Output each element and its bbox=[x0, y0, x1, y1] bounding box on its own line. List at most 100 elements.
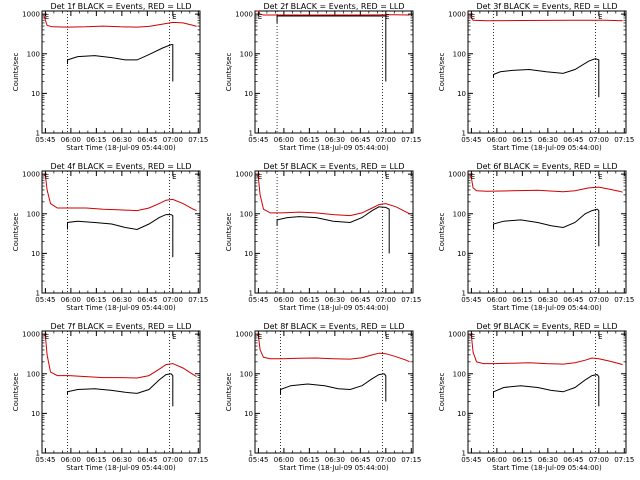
x-tick-label: 07:00 bbox=[376, 296, 396, 304]
chart-title: Det 8f BLACK = Events, RED = LLD bbox=[263, 322, 404, 331]
x-tick-label: 07:00 bbox=[589, 136, 609, 144]
x-tick-label: 07:00 bbox=[589, 296, 609, 304]
x-axis-label: Start Time (18-Jul-09 05:44:00) bbox=[492, 464, 602, 472]
x-axis-label: Start Time (18-Jul-09 05:44:00) bbox=[66, 304, 176, 312]
e-marker: E bbox=[598, 13, 602, 21]
x-tick-label: 06:30 bbox=[538, 456, 558, 464]
y-tick-label: 1000 bbox=[22, 11, 40, 19]
x-tick-label: 07:00 bbox=[376, 136, 396, 144]
x-axis-label: Start Time (18-Jul-09 05:44:00) bbox=[279, 304, 389, 312]
plot-frame bbox=[41, 330, 201, 454]
events-series-line bbox=[493, 208, 600, 247]
e-marker: E bbox=[471, 13, 475, 21]
y-tick-label: 1000 bbox=[235, 331, 253, 339]
x-axis-label: Start Time (18-Jul-09 05:44:00) bbox=[492, 304, 602, 312]
x-tick-label: 06:15 bbox=[299, 136, 319, 144]
events-series-line bbox=[67, 44, 174, 82]
e-marker: E bbox=[172, 173, 176, 181]
x-tick-label: 07:00 bbox=[376, 456, 396, 464]
x-tick-label: 06:00 bbox=[274, 456, 294, 464]
x-tick-label: 07:00 bbox=[163, 456, 183, 464]
y-tick-label: 100 bbox=[27, 210, 40, 218]
plot-frame bbox=[467, 330, 627, 454]
x-tick-label: 06:30 bbox=[112, 456, 132, 464]
x-tick-label: 05:45 bbox=[35, 136, 55, 144]
chart-title: Det 5f BLACK = Events, RED = LLD bbox=[263, 162, 404, 171]
y-tick-label: 1 bbox=[36, 130, 40, 138]
y-axis-label: Counts/sec bbox=[225, 53, 233, 92]
lld-series-line bbox=[43, 13, 197, 28]
lld-series-line bbox=[256, 333, 410, 363]
x-tick-label: 06:45 bbox=[137, 456, 157, 464]
chart-panel-2: Det 2f BLACK = Events, RED = LLD 1 10 100 10… bbox=[225, 2, 421, 152]
y-tick-label: 100 bbox=[240, 210, 253, 218]
e-marker: E bbox=[45, 13, 49, 21]
y-axis-label: Counts/sec bbox=[225, 373, 233, 412]
y-tick-label: 10 bbox=[244, 410, 253, 418]
y-axis-label: Counts/sec bbox=[438, 213, 446, 252]
x-tick-label: 06:00 bbox=[274, 296, 294, 304]
y-tick-label: 10 bbox=[31, 410, 40, 418]
x-tick-label: 05:45 bbox=[461, 136, 481, 144]
y-tick-label: 1000 bbox=[22, 331, 40, 339]
x-tick-label: 06:00 bbox=[487, 456, 507, 464]
chart-panel-3: Det 3f BLACK = Events, RED = LLD 1 10 100 10… bbox=[438, 2, 634, 152]
chart-panel-5: Det 5f BLACK = Events, RED = LLD 1 10 100 10… bbox=[225, 162, 421, 312]
events-series-line bbox=[493, 374, 600, 407]
y-tick-label: 1 bbox=[36, 290, 40, 298]
y-tick-label: 10 bbox=[457, 250, 466, 258]
y-tick-label: 1000 bbox=[22, 171, 40, 179]
e-marker: E bbox=[258, 173, 262, 181]
x-tick-label: 07:00 bbox=[589, 456, 609, 464]
x-tick-label: 06:45 bbox=[563, 136, 583, 144]
e-marker: E bbox=[385, 13, 389, 21]
e-marker: E bbox=[598, 333, 602, 341]
x-tick-label: 07:15 bbox=[614, 136, 634, 144]
x-tick-label: 06:30 bbox=[325, 296, 345, 304]
events-series-line bbox=[493, 58, 600, 98]
lld-series-line bbox=[256, 10, 410, 16]
x-tick-label: 06:30 bbox=[112, 296, 132, 304]
chart-title: Det 6f BLACK = Events, RED = LLD bbox=[476, 162, 617, 171]
x-tick-label: 06:15 bbox=[512, 136, 532, 144]
x-tick-label: 05:45 bbox=[35, 296, 55, 304]
plot-frame bbox=[254, 10, 414, 134]
y-tick-label: 1000 bbox=[235, 171, 253, 179]
x-tick-label: 06:45 bbox=[563, 456, 583, 464]
x-axis-label: Start Time (18-Jul-09 05:44:00) bbox=[279, 144, 389, 152]
x-tick-label: 06:30 bbox=[112, 136, 132, 144]
chart-title: Det 1f BLACK = Events, RED = LLD bbox=[50, 2, 191, 11]
x-axis-label: Start Time (18-Jul-09 05:44:00) bbox=[66, 144, 176, 152]
e-marker: E bbox=[471, 333, 475, 341]
y-tick-label: 10 bbox=[31, 250, 40, 258]
x-tick-label: 05:45 bbox=[461, 456, 481, 464]
e-marker: E bbox=[258, 13, 262, 21]
e-marker: E bbox=[172, 13, 176, 21]
x-tick-label: 06:00 bbox=[274, 136, 294, 144]
x-tick-label: 06:15 bbox=[86, 136, 106, 144]
x-tick-label: 06:15 bbox=[86, 456, 106, 464]
e-marker: E bbox=[385, 173, 389, 181]
y-tick-label: 10 bbox=[457, 410, 466, 418]
x-tick-label: 05:45 bbox=[248, 136, 268, 144]
x-tick-label: 06:30 bbox=[325, 456, 345, 464]
y-axis-label: Counts/sec bbox=[12, 53, 20, 92]
x-tick-label: 07:15 bbox=[188, 456, 208, 464]
chart-panel-9: Det 9f BLACK = Events, RED = LLD 1 10 100 10… bbox=[438, 322, 634, 472]
x-tick-label: 05:45 bbox=[35, 456, 55, 464]
e-marker: E bbox=[598, 173, 602, 181]
x-tick-label: 05:45 bbox=[248, 296, 268, 304]
chart-title: Det 4f BLACK = Events, RED = LLD bbox=[50, 162, 191, 171]
x-tick-label: 06:45 bbox=[137, 296, 157, 304]
events-series-line bbox=[280, 373, 387, 402]
x-tick-label: 07:15 bbox=[614, 296, 634, 304]
chart-panel-4: Det 4f BLACK = Events, RED = LLD 1 10 100 10… bbox=[12, 162, 208, 312]
y-axis-label: Counts/sec bbox=[438, 53, 446, 92]
y-tick-label: 100 bbox=[240, 370, 253, 378]
chart-panel-6: Det 6f BLACK = Events, RED = LLD 1 10 100 10… bbox=[438, 162, 634, 312]
y-tick-label: 1000 bbox=[235, 11, 253, 19]
chart-title: Det 2f BLACK = Events, RED = LLD bbox=[263, 2, 404, 11]
y-tick-label: 1 bbox=[462, 290, 466, 298]
events-series-line bbox=[67, 373, 174, 407]
x-axis-label: Start Time (18-Jul-09 05:44:00) bbox=[279, 464, 389, 472]
